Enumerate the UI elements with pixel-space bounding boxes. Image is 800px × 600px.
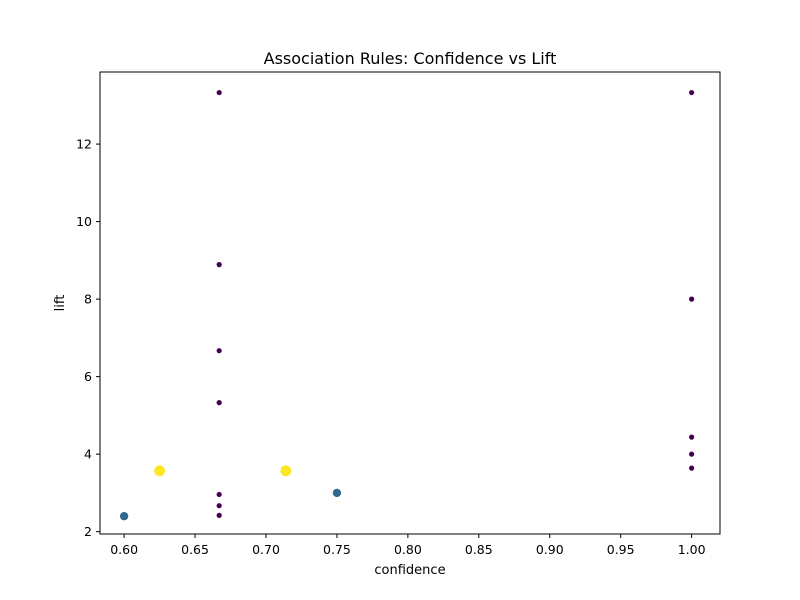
data-point [332, 488, 342, 498]
data-point [689, 465, 695, 471]
x-tick-label: 0.65 [181, 542, 209, 557]
data-point [280, 465, 292, 477]
x-tick-label: 0.90 [536, 542, 564, 557]
data-point [119, 511, 129, 521]
data-point [216, 262, 222, 268]
y-tick-label: 6 [84, 369, 92, 384]
y-tick-label: 2 [84, 524, 92, 539]
x-axis-label: confidence [374, 563, 445, 578]
data-point [216, 400, 222, 406]
data-point [216, 89, 222, 96]
y-tick-label: 10 [76, 214, 92, 229]
chart-title: Association Rules: Confidence vs Lift [264, 49, 557, 68]
x-tick-label: 0.80 [394, 542, 422, 557]
y-tick-label: 4 [84, 447, 92, 462]
x-tick-label: 0.85 [465, 542, 493, 557]
y-tick-label: 12 [76, 137, 92, 152]
x-tick-label: 1.00 [678, 542, 706, 557]
data-point [689, 89, 695, 96]
data-point [216, 503, 222, 509]
x-axis-ticks: 0.60 0.65 0.70 0.75 0.80 0.85 0.90 0.95 1.00 [110, 534, 706, 557]
data-point [689, 451, 695, 457]
x-tick-label: 0.70 [252, 542, 280, 557]
data-point [216, 512, 222, 518]
y-axis-label: lift [53, 295, 68, 312]
x-tick-label: 0.95 [607, 542, 635, 557]
data-points [119, 89, 695, 521]
x-tick-label: 0.60 [110, 542, 138, 557]
data-point [689, 296, 695, 302]
x-tick-label: 0.75 [323, 542, 351, 557]
data-point [216, 348, 222, 354]
plot-frame [99, 71, 721, 535]
y-axis-ticks: 2 4 6 8 10 12 [76, 137, 100, 539]
data-point [689, 434, 695, 440]
y-tick-label: 8 [84, 292, 92, 307]
data-point [154, 465, 165, 477]
data-point [216, 491, 222, 498]
